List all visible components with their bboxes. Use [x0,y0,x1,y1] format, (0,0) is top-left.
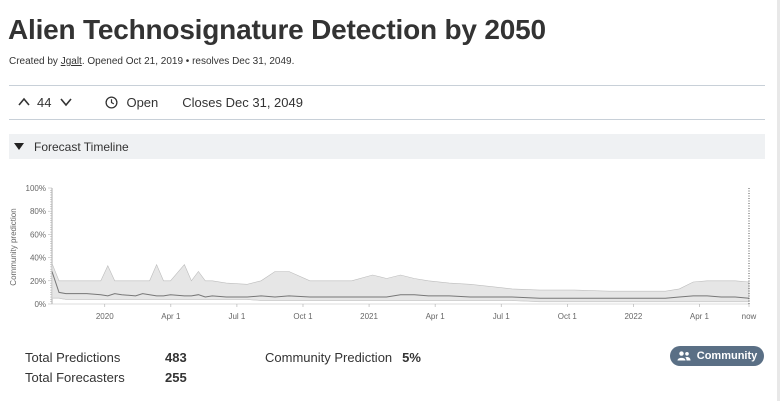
y-tick-label: 60% [30,230,46,239]
status-label: Open [126,94,159,110]
closes-date: Closes Dec 31, 2049 [182,94,303,110]
created-prefix: Created by [9,56,58,67]
opened-text: . Opened Oct 21, 2019 • resolves Dec 31,… [81,56,295,67]
chart-ylabel: Community prediction [9,208,18,285]
divider-top [9,85,765,86]
vote-count: 44 [37,94,52,110]
chevron-up-icon[interactable] [17,95,31,109]
lower-bound-line [52,297,749,303]
forecast-chart[interactable]: Community prediction 0%20%40%60%80%100% … [0,180,770,330]
author-link[interactable]: Jgalt [60,56,82,67]
x-tick-label: Jul 1 [493,312,510,321]
x-tick-label: Oct 1 [293,312,313,321]
median-line [51,271,750,299]
forecast-timeline-toggle[interactable]: Forecast Timeline [9,134,765,159]
x-tick-label: Apr 1 [161,312,181,321]
clock-icon [105,95,119,109]
status-indicator: Open [105,95,158,110]
y-tick-label: 20% [30,277,46,286]
scrollbar-edge [777,0,780,401]
community-button-label: Community [696,350,758,362]
vote-control: 44 [17,95,73,110]
y-tick-label: 0% [34,300,46,309]
y-tick-label: 80% [30,207,46,216]
x-tick-label: Oct 1 [558,312,578,321]
total-forecasters-label: Total Forecasters [25,369,125,385]
x-tick-label: Apr 1 [426,312,446,321]
total-predictions-value: 483 [165,349,187,365]
total-predictions-label: Total Predictions [25,349,121,365]
forecast-timeline-label: Forecast Timeline [34,139,129,154]
total-forecasters-value: 255 [165,369,187,385]
chevron-down-icon[interactable] [59,95,73,109]
x-tick-label: now [742,312,757,321]
x-tick-label: Jul 1 [228,312,245,321]
stats-left: Total Predictions 483 Total Forecasters … [25,347,187,387]
x-tick-label: Apr 1 [690,312,710,321]
caret-down-icon [14,143,24,150]
community-prediction-label: Community Prediction [265,349,393,365]
x-tick-label: 2020 [96,312,114,321]
question-toolbar: 44 Open Closes Dec 31, 2049 [9,88,765,116]
stats-community: Community Prediction 5% [265,347,421,367]
divider-bottom [9,119,765,120]
question-meta: Created by Jgalt. Opened Oct 21, 2019 • … [9,56,294,67]
x-tick-label: 2021 [360,312,378,321]
community-button[interactable]: Community [670,346,764,366]
y-tick-label: 40% [30,254,46,263]
users-icon [677,351,691,361]
question-title: Alien Technosignature Detection by 2050 [8,14,546,45]
x-tick-label: 2022 [624,312,642,321]
y-tick-label: 100% [26,184,46,193]
community-prediction-value: 5% [402,349,421,365]
